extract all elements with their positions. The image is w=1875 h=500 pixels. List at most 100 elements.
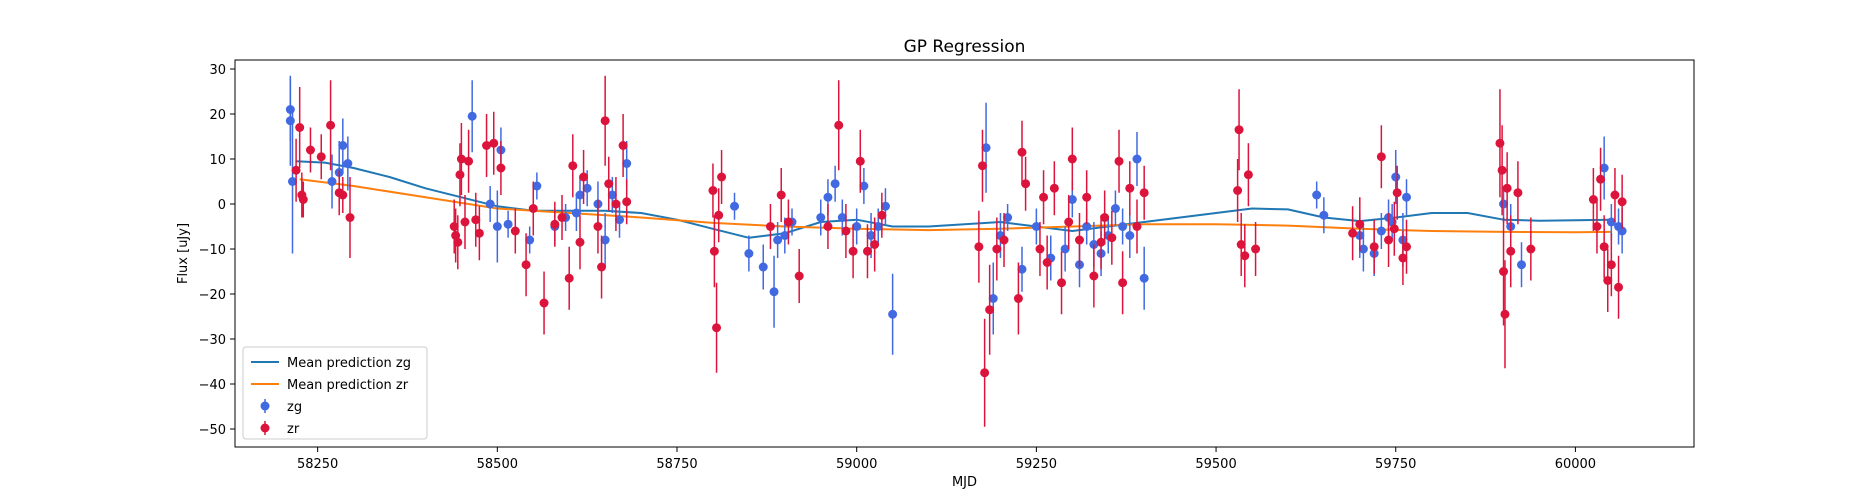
zr-point [712,323,722,333]
legend-label-zg-line: Mean prediction zg [287,356,411,371]
zr-point [482,141,492,150]
zg-point [1319,210,1329,220]
legend-label-zr: zr [287,422,300,437]
zr-point [1064,217,1074,227]
zr-point [298,195,308,204]
zr-point [597,262,607,272]
zr-point [611,199,621,209]
zr-point [1074,235,1084,245]
zr-point [1100,213,1110,222]
zg-point [744,249,754,258]
zg-point [343,159,353,168]
zg-point [1376,226,1386,236]
flux-points [285,75,1627,427]
zr-point [1107,233,1117,243]
y-tick-label: −20 [199,288,226,303]
zr-point [1495,138,1505,148]
zr-point [1021,179,1031,189]
zg-point [1402,192,1412,202]
zr-point [877,210,887,220]
legend-label-zg: zg [287,400,302,415]
zr-point [1588,195,1598,204]
zr-point [557,213,567,222]
zr-point [1240,251,1250,261]
zr-point [305,145,315,155]
zg-point [1067,195,1077,204]
zr-point [974,242,984,252]
zg-point [866,231,876,240]
zr-point [776,190,786,200]
zr-point [1096,237,1106,247]
zr-point [564,273,574,283]
zr-point [1369,242,1379,252]
zr-point [1599,242,1609,252]
zr-point [1617,197,1627,207]
zr-point [1057,278,1067,288]
zg-point [1125,231,1135,240]
zg-point [816,213,826,222]
y-tick-label: 10 [209,153,226,168]
zg-point [492,222,502,231]
zr-point [474,228,484,238]
y-tick-label: −50 [199,423,226,438]
zr-point [1610,190,1620,200]
zr-point [870,240,880,249]
zg-point [485,199,495,209]
zg-point [1118,222,1128,231]
zr-point [618,141,628,150]
zg-point [859,181,869,191]
zr-point [1236,240,1246,249]
zg-point [532,181,542,191]
zr-point [338,190,348,200]
y-tick-label: −30 [199,333,226,348]
zr-point [579,172,589,182]
legend-swatch-zr-marker [260,423,270,433]
y-tick-label: −10 [199,243,226,258]
zr-point [1013,294,1023,303]
zr-point [977,161,987,171]
zr-point [460,217,470,227]
zg-point [1031,222,1041,231]
legend-box [242,346,428,440]
x-tick-label: 59500 [1195,457,1236,472]
zr-point [316,152,326,162]
plot-frame [234,59,1695,448]
zg-point [988,294,998,303]
zg-point [1110,204,1120,213]
y-tick-label: 30 [209,63,226,78]
zr-point [1526,244,1536,254]
zr-point [510,226,520,236]
legend: Mean prediction zg Mean prediction zr zg… [242,346,428,440]
x-axis-ticks: 58250 58500 58750 59000 59250 59500 59750 60000 [297,447,1596,472]
zr-point [1392,188,1402,198]
zr-point [855,156,865,166]
zr-point [1614,282,1624,292]
zr-point [464,156,474,166]
zr-point [291,165,301,175]
zr-point [528,204,538,213]
zg-point [1060,244,1070,254]
zr-point [980,368,990,378]
zr-point [765,222,775,231]
zg-point [582,183,592,193]
zg-point [888,309,898,319]
zr-point [568,161,578,171]
zr-point [708,186,718,195]
zr-point [985,305,995,315]
legend-swatch-zg-marker [260,401,270,411]
zr-point [1114,156,1124,166]
zr-point [1606,260,1616,270]
y-tick-label: 0 [218,198,226,213]
zg-point [338,141,348,150]
zg-point [773,235,783,245]
zr-point [604,179,614,189]
zr-point [1082,192,1092,202]
zg-point [830,179,840,189]
zr-point [550,219,560,229]
zg-point [1517,260,1527,270]
zr-point [456,154,466,164]
zg-point [1391,172,1401,182]
zr-point [489,138,499,148]
zg-point [1312,190,1322,200]
zr-point [1089,271,1099,281]
